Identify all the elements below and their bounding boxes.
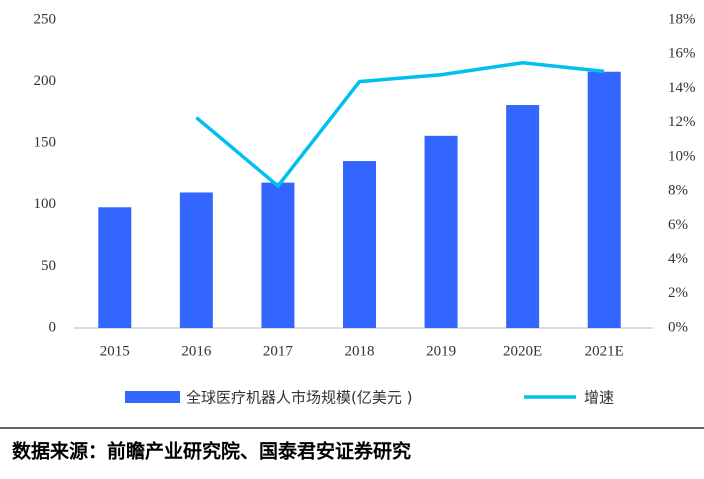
x-tick-label: 2017 (263, 343, 294, 359)
x-tick-label: 2020E (503, 343, 542, 359)
y2-tick-label: 4% (668, 251, 688, 267)
y2-tick-label: 0% (668, 319, 688, 335)
y2-tick-label: 10% (668, 148, 696, 164)
bar (343, 161, 376, 328)
x-tick-label: 2021E (585, 343, 624, 359)
line (195, 61, 605, 189)
y-tick-label: 200 (34, 73, 57, 89)
x-tick-label: 2019 (426, 343, 456, 359)
y-tick-label: 150 (34, 135, 57, 151)
y2-tick-label: 2% (668, 285, 688, 301)
y-tick-label: 250 (34, 11, 57, 27)
x-tick-label: 2016 (181, 343, 212, 359)
source-note: 数据来源：前瞻产业研究院、国泰君安证券研究 (12, 440, 411, 463)
bar (261, 182, 295, 328)
y-tick-label: 100 (34, 196, 57, 212)
legend-swatch (125, 391, 180, 403)
y2-tick-label: 18% (668, 11, 696, 27)
y2-tick-label: 12% (668, 114, 696, 130)
y2-tick-label: 14% (668, 80, 696, 96)
y-tick-label: 0 (49, 319, 57, 335)
y2-tick-label: 8% (668, 183, 688, 199)
y-tick-label: 50 (41, 258, 56, 274)
legend-label: 增速 (584, 389, 614, 407)
bar (424, 135, 458, 328)
legend-label: 全球医疗机器人市场规模(亿美元 ) (186, 389, 412, 407)
x-tick-label: 2015 (100, 343, 130, 359)
bar (179, 192, 213, 328)
bar (587, 71, 621, 328)
y2-tick-label: 6% (668, 217, 688, 233)
x-tick-label: 2018 (345, 343, 375, 359)
bar (506, 105, 540, 329)
bar (98, 207, 132, 328)
y2-tick-label: 16% (668, 46, 696, 62)
